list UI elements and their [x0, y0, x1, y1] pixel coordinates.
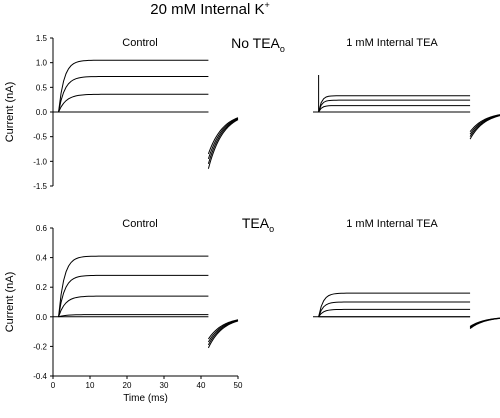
tail-current-trace: [207, 118, 239, 164]
tail-current-trace: [207, 320, 239, 349]
chart-rows: 1.5 1.0 0.5 0.0 -0.5 -1.0 -1.5 Current (nA) No T…: [4, 34, 500, 404]
y-tick-label: 0.0: [36, 108, 48, 117]
panel-1-1: Control: [53, 37, 239, 169]
y-tick-label: -0.2: [33, 342, 47, 351]
y-tick-label: -0.4: [33, 372, 47, 381]
y-tick-label: -1.5: [33, 182, 47, 191]
current-trace: [58, 93, 209, 113]
y-tick-label: 0.0: [36, 313, 48, 322]
y-tick-label: 0.4: [36, 254, 48, 263]
current-trace: [318, 292, 471, 317]
condition-label: No TEAo: [231, 35, 285, 54]
panel-2-2: 1 mM Internal TEA: [313, 218, 500, 330]
panel-title: Control: [122, 218, 157, 230]
tail-current-trace: [207, 319, 239, 340]
tail-current-trace: [207, 320, 239, 346]
y-tick-label: -1.0: [33, 157, 47, 166]
current-trace: [318, 99, 471, 113]
tail-current-trace: [207, 319, 239, 343]
current-trace: [318, 95, 471, 113]
chart-row-2: 0.6 0.4 0.2 0.0 -0.2 -0.4 Current (nA) 0 10 20 30 4…: [4, 215, 500, 404]
y-axis-label: Current (nA): [4, 82, 16, 143]
panel-1-2: 1 mM Internal TEA: [313, 37, 500, 140]
tail-current-trace: [469, 317, 500, 329]
x-tick-label: 40: [197, 381, 206, 390]
x-tick-label: 10: [86, 381, 95, 390]
current-trace: [58, 295, 209, 317]
tail-current-trace: [207, 119, 239, 169]
x-tick-label: 0: [51, 381, 56, 390]
panel-title: 1 mM Internal TEA: [346, 37, 438, 49]
chart-row-1: 1.5 1.0 0.5 0.0 -0.5 -1.0 -1.5 Current (nA) No T…: [4, 34, 500, 191]
y-tick-label: 0.5: [36, 83, 48, 92]
current-trace: [318, 301, 471, 317]
tail-current-trace: [207, 117, 239, 155]
y-axis-label: Current (nA): [4, 272, 16, 333]
y-tick-label: 0.2: [36, 283, 48, 292]
tail-current-trace: [469, 114, 500, 133]
current-trace: [58, 59, 209, 113]
y-tick-label: -0.5: [33, 133, 47, 142]
current-trace: [58, 255, 209, 317]
panel-2-1: Control: [53, 218, 239, 349]
current-trace: [318, 308, 471, 318]
y-tick-label: 1.0: [36, 59, 48, 68]
condition-label: TEAo: [242, 215, 274, 234]
x-axis-label: Time (ms): [123, 393, 168, 404]
panel-title: 1 mM Internal TEA: [346, 218, 438, 230]
tail-current-trace: [207, 117, 239, 160]
x-tick-label: 20: [123, 381, 132, 390]
y-tick-label: 1.5: [36, 34, 48, 43]
current-trace: [58, 314, 209, 318]
x-tick-label: 50: [234, 381, 243, 390]
current-trace: [58, 274, 209, 317]
panel-title: Control: [122, 37, 157, 49]
current-trace: [58, 75, 209, 113]
x-tick-label: 30: [160, 381, 169, 390]
tail-current-trace: [469, 317, 500, 327]
y-tick-label: 0.6: [36, 224, 48, 233]
figure-title: 20 mM Internal K+: [150, 0, 269, 18]
current-trace: [318, 105, 471, 113]
